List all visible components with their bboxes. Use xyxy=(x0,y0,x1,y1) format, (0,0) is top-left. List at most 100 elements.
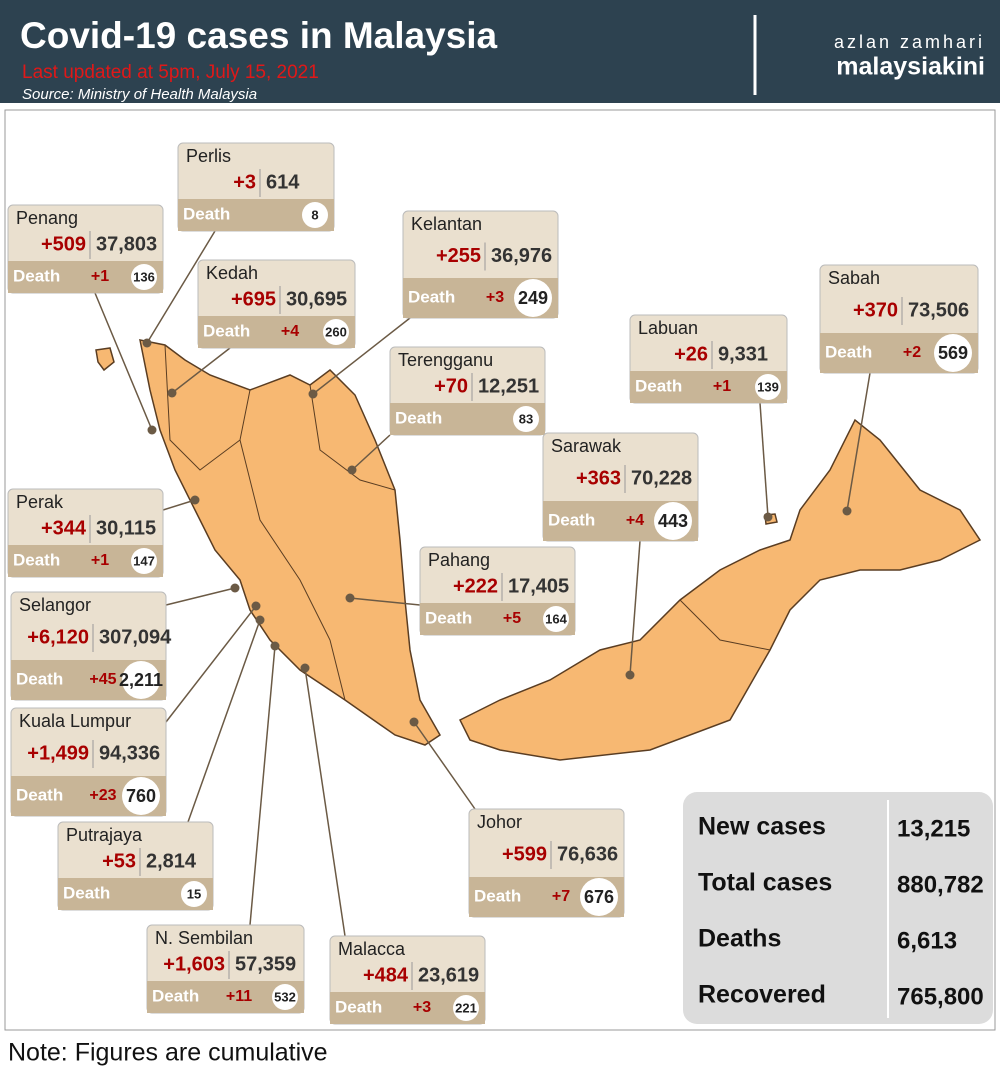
brand: malaysiakini xyxy=(836,53,985,81)
summary-value: 765,800 xyxy=(897,983,984,1010)
state-name: Johor xyxy=(477,812,522,832)
state-box: Perlis+3 614 Death 8 xyxy=(142,142,335,348)
total-cases: 23,619 xyxy=(418,964,479,986)
state-name: Perak xyxy=(16,492,64,512)
deaths: 8 xyxy=(311,207,318,222)
location-dot xyxy=(230,583,240,593)
total-cases: 17,405 xyxy=(508,575,569,597)
state-name: N. Sembilan xyxy=(155,928,253,948)
new-cases: +6,120 xyxy=(27,626,89,648)
deaths: 249 xyxy=(518,288,548,308)
death-label: Death xyxy=(152,986,199,1005)
death-circle xyxy=(514,279,552,317)
new-cases: +255 xyxy=(436,245,481,267)
state-borders xyxy=(164,344,251,471)
total-cases: 57,359 xyxy=(235,953,296,975)
leader-line xyxy=(165,605,257,723)
state-box: Selangor +6,120 307,094 Death +45 2,211 xyxy=(10,583,240,701)
new-cases: +509 xyxy=(41,233,86,255)
total-cases: 12,251 xyxy=(478,375,539,397)
state-borders xyxy=(679,599,771,651)
total-cases: 73,506 xyxy=(908,299,969,321)
leader-line xyxy=(759,402,769,518)
state-name: Sarawak xyxy=(551,436,622,456)
summary-value: 880,782 xyxy=(897,871,984,898)
deaths: 443 xyxy=(658,511,688,531)
location-dot xyxy=(347,465,357,475)
total-cases: 2,814 xyxy=(146,850,197,872)
header-band xyxy=(0,0,1000,103)
source: Source: Ministry of Health Malaysia xyxy=(22,86,257,103)
state-box: Kelantan +255 36,976 Death +3 249 xyxy=(308,210,559,399)
deaths: 532 xyxy=(274,989,296,1004)
state-box: Kuala Lumpur +1,499 94,336 Death +23 760 xyxy=(10,601,261,817)
state-name: Terengganu xyxy=(398,350,493,370)
peninsula xyxy=(139,339,441,746)
death-circle xyxy=(131,264,157,290)
leader-line xyxy=(349,597,421,606)
location-dot xyxy=(300,663,310,673)
deaths: 569 xyxy=(938,343,968,363)
new-deaths: +23 xyxy=(89,787,116,804)
death-label: Death xyxy=(183,204,230,223)
death-circle xyxy=(131,548,157,574)
summary-label: Deaths xyxy=(698,925,781,953)
death-circle xyxy=(453,995,479,1021)
leader-line xyxy=(171,347,231,394)
new-cases: +3 xyxy=(233,171,256,193)
death-label: Death xyxy=(63,883,110,902)
new-deaths: +7 xyxy=(552,888,570,905)
total-cases: 76,636 xyxy=(557,843,618,865)
location-dot xyxy=(255,615,265,625)
death-circle xyxy=(755,374,781,400)
leader-line xyxy=(146,230,216,344)
death-label: Death xyxy=(13,266,60,285)
leader-line xyxy=(94,292,153,431)
leader-line xyxy=(312,317,411,395)
location-dot xyxy=(167,388,177,398)
leader-line xyxy=(351,434,391,471)
state-box: Terengganu +70 12,251 Death 83 xyxy=(347,346,546,475)
state-name: Selangor xyxy=(19,595,91,615)
state-box: Perak +344 30,115 Death +1 147 xyxy=(7,488,200,578)
death-circle xyxy=(543,606,569,632)
new-cases: +70 xyxy=(434,375,468,397)
leader-line xyxy=(846,372,871,512)
deaths: 221 xyxy=(455,1000,477,1015)
location-dot xyxy=(270,641,280,651)
deaths: 83 xyxy=(519,411,533,426)
death-circle xyxy=(302,202,328,228)
new-deaths: +3 xyxy=(413,999,431,1016)
state-name: Labuan xyxy=(638,318,698,338)
total-cases: 37,803 xyxy=(96,233,157,255)
new-deaths: +4 xyxy=(281,323,299,340)
state-name: Pahang xyxy=(428,550,490,570)
location-dot xyxy=(625,670,635,680)
new-cases: +53 xyxy=(102,850,136,872)
death-circle xyxy=(934,334,972,372)
state-name: Kelantan xyxy=(411,214,482,234)
new-cases: +26 xyxy=(674,343,708,365)
new-deaths: +1 xyxy=(713,378,731,395)
new-cases: +363 xyxy=(576,467,621,489)
state-name: Kedah xyxy=(206,263,258,283)
state-box: Sabah +370 73,506 Death +2 569 xyxy=(819,264,979,516)
total-cases: 614 xyxy=(266,171,300,193)
death-circle xyxy=(323,319,349,345)
state-box: Penang +509 37,803 Death +1 136 xyxy=(7,204,164,435)
total-cases: 30,695 xyxy=(286,288,347,310)
new-cases: +370 xyxy=(853,299,898,321)
location-dot xyxy=(308,389,318,399)
location-dot xyxy=(251,601,261,611)
state-name: Kuala Lumpur xyxy=(19,711,131,731)
new-cases: +1,603 xyxy=(163,953,225,975)
leader-line xyxy=(165,587,236,606)
location-dot xyxy=(345,593,355,603)
total-cases: 30,115 xyxy=(96,517,156,539)
leader-line xyxy=(629,540,641,676)
death-circle xyxy=(580,878,618,916)
death-label: Death xyxy=(425,608,472,627)
new-deaths: +5 xyxy=(503,610,521,627)
death-circle xyxy=(654,502,692,540)
